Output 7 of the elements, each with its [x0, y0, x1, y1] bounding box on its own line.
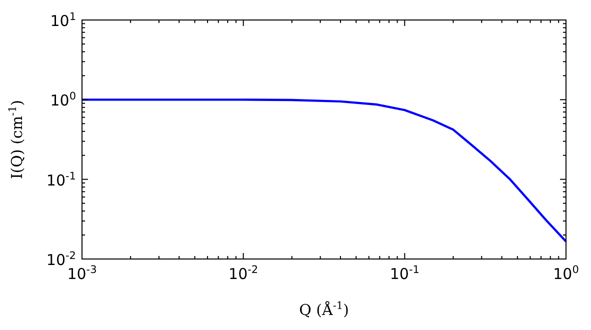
x-tick-label: 10$^{-1}$: [390, 264, 420, 283]
y-tick-label: 10$^{-1}$: [46, 170, 76, 190]
x-axis-title: Q (Å$^{-1}$): [299, 300, 349, 319]
x-tick-label: 10$^{-2}$: [228, 264, 258, 283]
y-tick-label: 10$^{1}$: [50, 11, 76, 30]
x-tick-label: 10$^{0}$: [553, 264, 579, 283]
y-tick-label: 10$^{0}$: [50, 90, 76, 110]
